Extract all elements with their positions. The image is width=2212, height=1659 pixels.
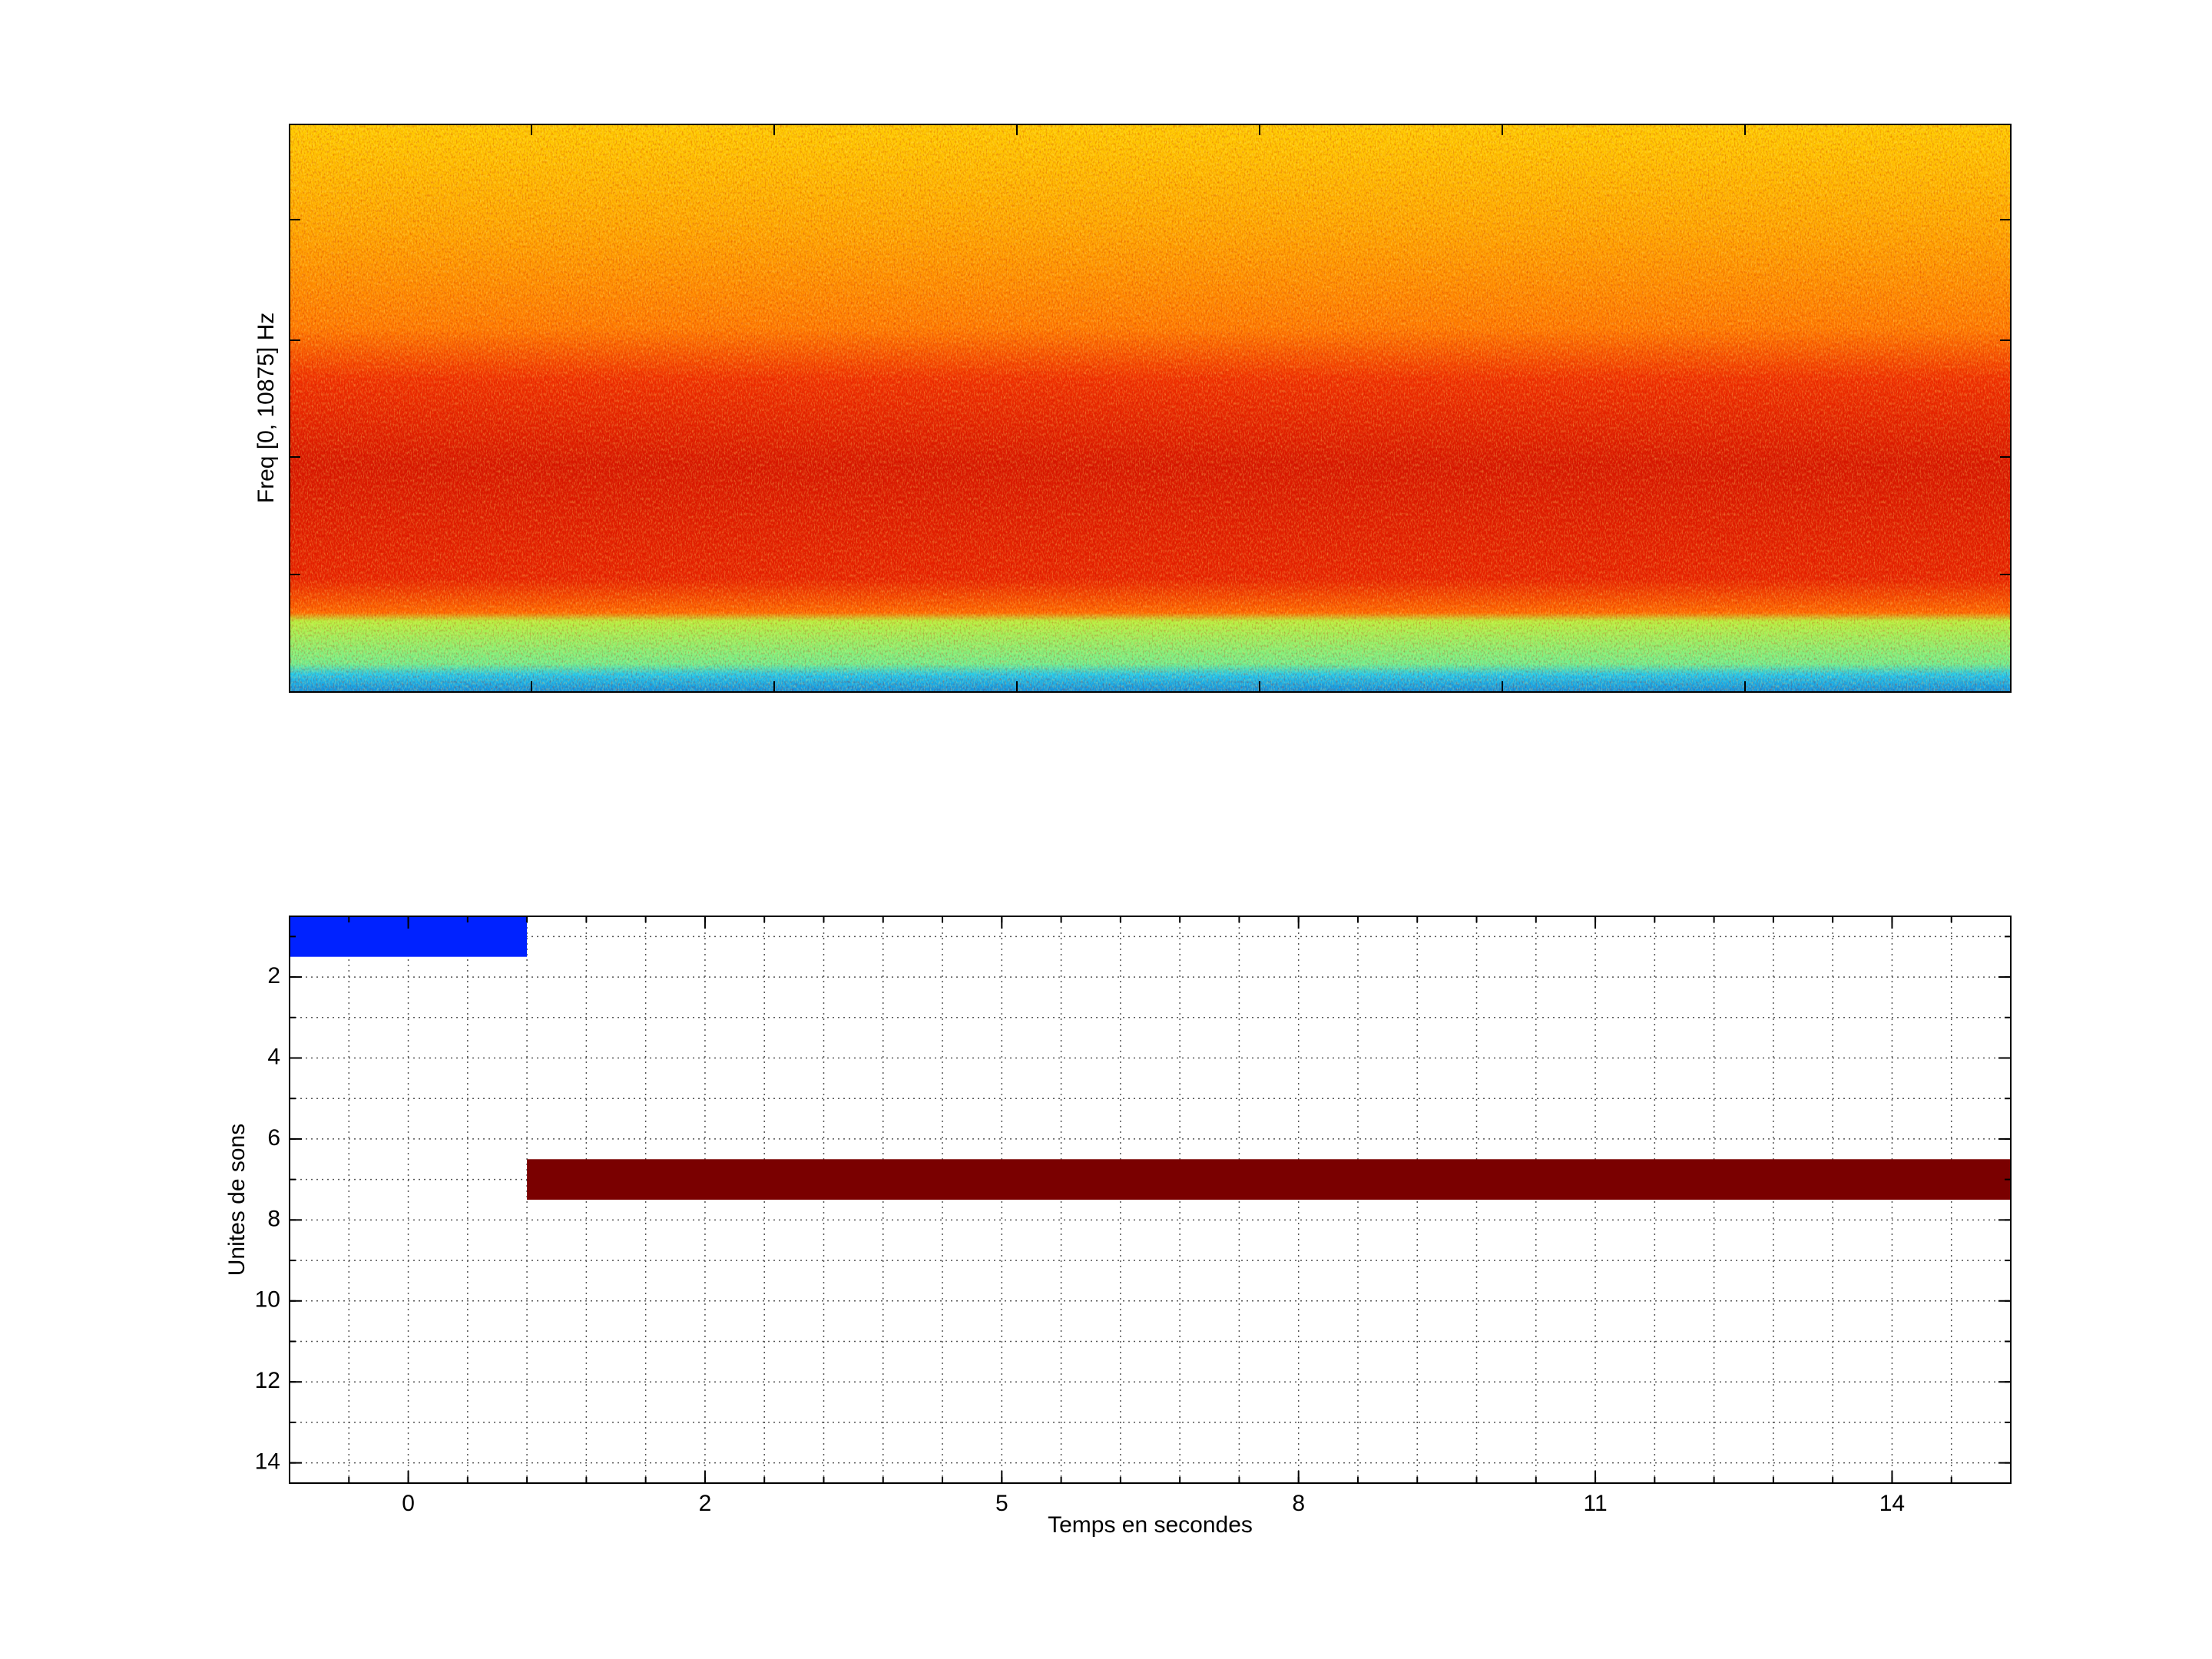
- y-tick-label: 4: [267, 1044, 280, 1069]
- x-tick-label: 14: [1879, 1491, 1905, 1516]
- x-tick-label: 11: [1583, 1491, 1607, 1516]
- y-tick-label: 12: [255, 1368, 280, 1393]
- x-tick-label: 2: [699, 1491, 712, 1516]
- axis-ticks: [290, 124, 2011, 692]
- axes-frame: [289, 916, 2012, 1484]
- spectrogram-noise: [290, 124, 2011, 692]
- spectrogram: Freq [0, 10875] Hz: [253, 124, 2012, 693]
- y-axis-label: Unites de sons: [224, 1124, 250, 1276]
- y-tick-label: 8: [267, 1206, 280, 1231]
- x-axis-label: Temps en secondes: [1048, 1512, 1253, 1538]
- x-tick-label: 8: [1292, 1491, 1305, 1516]
- x-tick-label: 0: [402, 1491, 415, 1516]
- y-tick-label: 10: [255, 1287, 280, 1313]
- x-tick-label: 5: [995, 1491, 1008, 1516]
- bar: [527, 1159, 2011, 1200]
- axes-frame: [289, 124, 2012, 693]
- y-tick-label: 6: [267, 1125, 280, 1151]
- y-axis-label: Freq [0, 10875] Hz: [253, 313, 279, 503]
- y-tick-label: 14: [255, 1449, 280, 1475]
- y-tick-label: 2: [267, 963, 280, 988]
